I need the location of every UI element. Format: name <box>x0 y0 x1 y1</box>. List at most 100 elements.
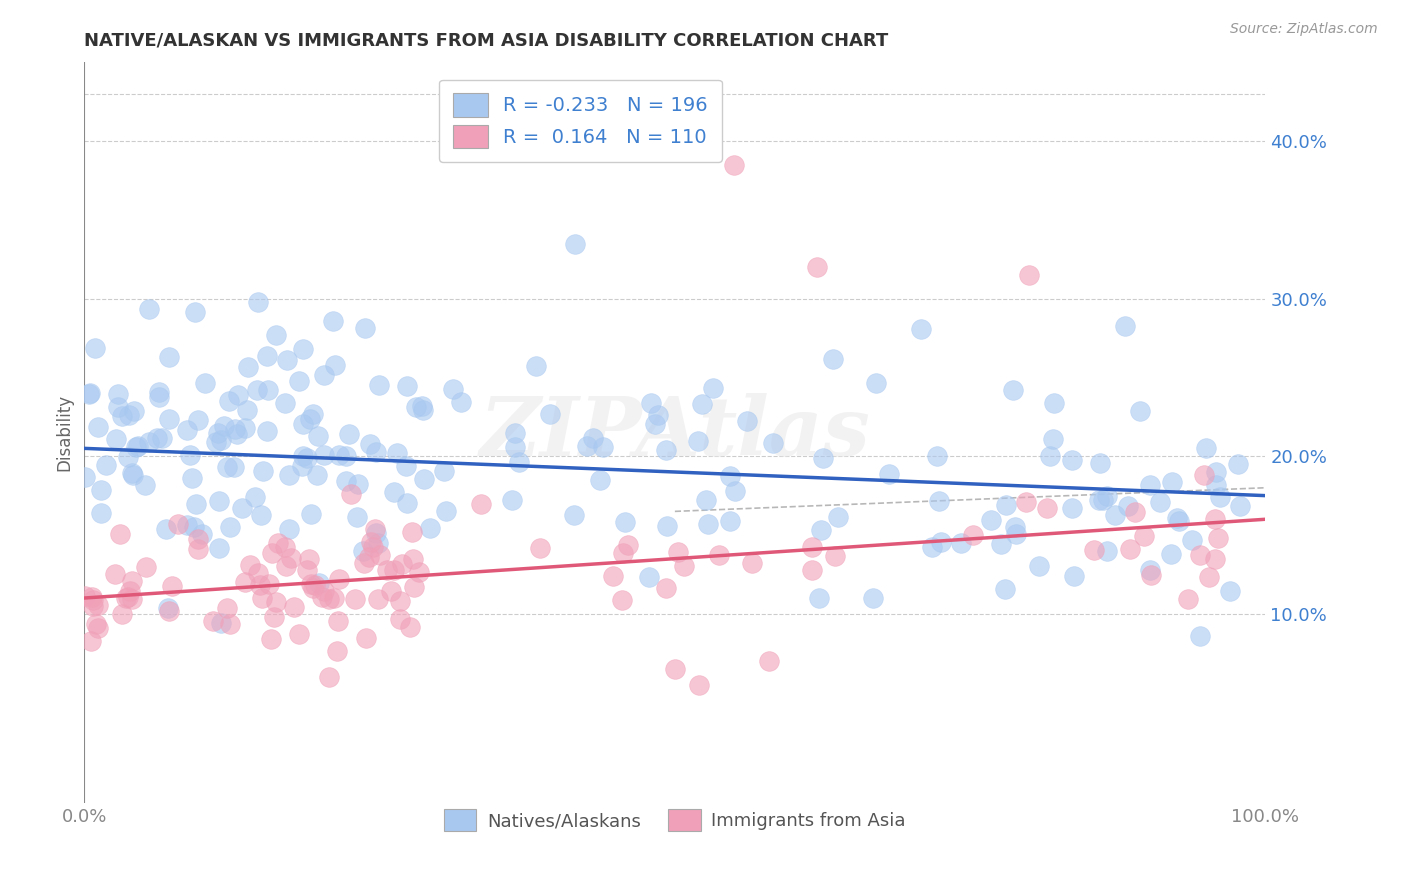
Point <box>328 572 350 586</box>
Point <box>318 669 340 683</box>
Point <box>90 483 112 497</box>
Point <box>672 559 695 574</box>
Point <box>312 368 335 383</box>
Point <box>219 616 242 631</box>
Point <box>353 556 375 570</box>
Point <box>758 654 780 668</box>
Point <box>538 407 561 421</box>
Point <box>1123 505 1146 519</box>
Point <box>224 422 246 436</box>
Point <box>364 522 387 536</box>
Point <box>405 401 427 415</box>
Point <box>73 470 96 484</box>
Point <box>576 439 599 453</box>
Point <box>877 467 900 482</box>
Point <box>647 408 669 422</box>
Point <box>356 631 378 645</box>
Point <box>1015 495 1038 509</box>
Point <box>243 490 266 504</box>
Point <box>138 301 160 316</box>
Point <box>1063 569 1085 583</box>
Point <box>695 492 717 507</box>
Point <box>208 541 231 556</box>
Point <box>602 568 624 582</box>
Point <box>121 574 143 589</box>
Point <box>82 593 104 607</box>
Point <box>564 237 586 252</box>
Legend: Natives/Alaskans, Immigrants from Asia: Natives/Alaskans, Immigrants from Asia <box>429 795 921 846</box>
Point <box>176 518 198 533</box>
Point <box>931 534 953 549</box>
Point <box>347 477 370 491</box>
Point <box>295 563 318 577</box>
Point <box>367 536 389 550</box>
Point <box>402 552 425 566</box>
Point <box>264 327 287 342</box>
Point <box>252 464 274 478</box>
Point <box>1204 511 1226 525</box>
Point <box>156 601 179 615</box>
Point <box>235 403 257 417</box>
Point <box>359 436 381 450</box>
Point <box>395 458 418 473</box>
Point <box>395 379 418 393</box>
Point <box>283 600 305 615</box>
Point <box>1167 514 1189 528</box>
Point <box>120 583 142 598</box>
Point <box>256 424 278 438</box>
Point <box>249 578 271 592</box>
Point <box>217 460 239 475</box>
Point <box>1042 396 1064 410</box>
Point <box>1206 531 1229 545</box>
Point <box>292 450 315 464</box>
Point <box>117 450 139 464</box>
Point <box>322 591 344 606</box>
Point <box>90 506 112 520</box>
Point <box>718 514 741 528</box>
Point <box>162 579 184 593</box>
Point <box>181 471 204 485</box>
Point <box>273 540 295 554</box>
Point <box>299 507 322 521</box>
Point <box>150 431 173 445</box>
Point <box>194 376 217 391</box>
Point <box>278 468 301 483</box>
Point <box>1205 465 1227 479</box>
Point <box>167 516 190 531</box>
Point <box>910 322 932 336</box>
Point <box>503 441 526 455</box>
Point <box>308 576 330 591</box>
Point <box>226 427 249 442</box>
Point <box>224 459 246 474</box>
Point <box>302 582 325 596</box>
Point <box>1139 478 1161 492</box>
Point <box>1119 542 1142 557</box>
Point <box>231 500 253 515</box>
Point <box>375 563 398 577</box>
Point <box>1195 441 1218 455</box>
Point <box>1036 500 1059 515</box>
Point <box>187 413 209 427</box>
Point <box>366 445 388 459</box>
Point <box>1028 559 1050 574</box>
Point <box>276 559 298 574</box>
Point <box>718 469 741 483</box>
Point <box>928 494 950 508</box>
Point <box>1160 475 1182 490</box>
Point <box>1198 570 1220 584</box>
Point <box>724 483 747 498</box>
Point <box>288 374 311 388</box>
Point <box>111 607 134 621</box>
Point <box>1189 628 1212 642</box>
Point <box>995 498 1018 512</box>
Point <box>592 440 614 454</box>
Y-axis label: Disability: Disability <box>55 394 73 471</box>
Point <box>806 260 828 275</box>
Point <box>364 526 387 541</box>
Point <box>589 473 612 487</box>
Point <box>1088 456 1111 470</box>
Text: Source: ZipAtlas.com: Source: ZipAtlas.com <box>1230 22 1378 37</box>
Point <box>1227 457 1250 471</box>
Point <box>107 401 129 415</box>
Point <box>75 589 97 603</box>
